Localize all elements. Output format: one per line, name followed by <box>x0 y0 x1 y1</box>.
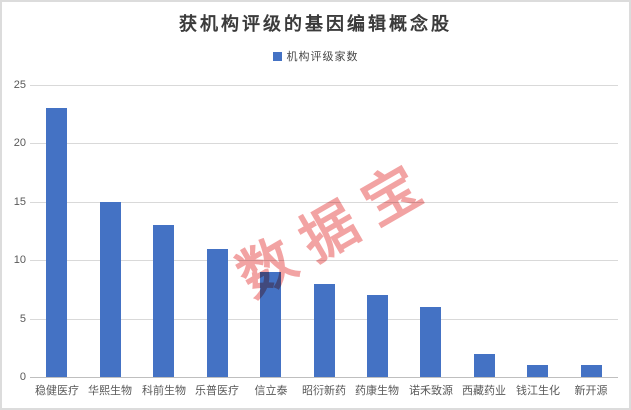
x-axis-label: 科前生物 <box>142 385 186 397</box>
y-axis-tick-label: 5 <box>19 313 26 325</box>
y-axis-tick-label: 20 <box>13 137 26 149</box>
bar-科前生物 <box>153 225 174 377</box>
x-axis-label: 乐普医疗 <box>195 385 239 397</box>
bar-新开源 <box>581 365 602 377</box>
bar-昭衍新药 <box>314 284 335 377</box>
x-axis-label: 新开源 <box>574 385 608 397</box>
x-axis-label: 昭衍新药 <box>302 385 346 397</box>
legend: 机构评级家数 <box>2 48 629 64</box>
x-axis-label: 信立泰 <box>254 385 288 397</box>
gridline <box>30 202 618 203</box>
x-axis-line <box>30 377 618 378</box>
bar-诺禾致源 <box>420 307 441 377</box>
gridline <box>30 143 618 144</box>
x-axis-label: 稳健医疗 <box>35 385 79 397</box>
y-axis-tick-label: 0 <box>19 371 26 383</box>
bar-钱江生化 <box>527 365 548 377</box>
legend-label: 机构评级家数 <box>286 51 359 63</box>
bar-西藏药业 <box>474 354 495 377</box>
x-axis-label: 钱江生化 <box>516 385 560 397</box>
bar-药康生物 <box>367 295 388 377</box>
y-axis-tick-label: 15 <box>13 196 26 208</box>
x-axis-label: 诺禾致源 <box>409 385 453 397</box>
x-axis-label: 西藏药业 <box>462 385 506 397</box>
bar-乐普医疗 <box>207 249 228 377</box>
legend-swatch <box>272 51 282 61</box>
chart-title: 获机构评级的基因编辑概念股 <box>179 14 452 34</box>
bar-信立泰 <box>260 272 281 377</box>
gridline <box>30 260 618 261</box>
bar-华熙生物 <box>100 202 121 377</box>
y-axis-tick-label: 10 <box>13 254 26 266</box>
bar-稳健医疗 <box>46 108 67 377</box>
x-axis-label: 华熙生物 <box>88 385 132 397</box>
x-axis-label: 药康生物 <box>355 385 399 397</box>
gridline <box>30 85 618 86</box>
y-axis-tick-label: 25 <box>13 79 26 91</box>
